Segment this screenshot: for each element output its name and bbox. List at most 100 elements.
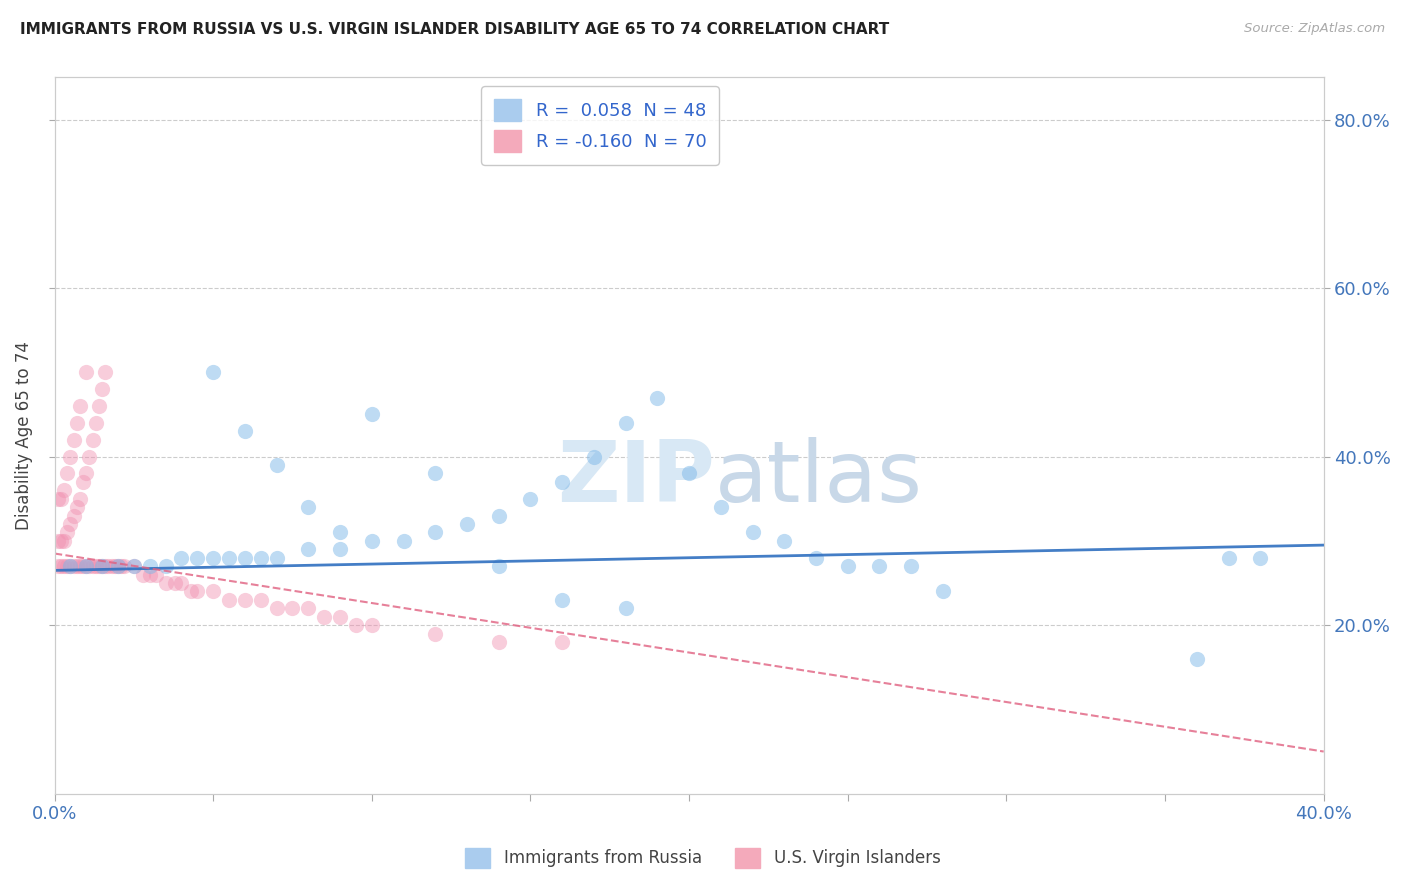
Point [87,559,110,574]
Point [266,550,288,565]
Point [138,559,160,574]
Point [233,592,256,607]
Point [804,550,827,565]
Point [314,609,336,624]
Point [46,559,69,574]
Point [344,618,367,632]
Point [360,408,382,422]
Point [329,542,352,557]
Point [1249,550,1271,565]
Point [62,559,84,574]
Point [488,559,510,574]
Point [551,592,574,607]
Point [138,567,160,582]
Point [94,365,117,379]
Point [122,559,145,574]
Point [678,467,700,481]
Point [425,525,447,540]
Point [122,559,145,574]
Point [249,550,271,565]
Point [837,559,859,574]
Point [53,559,76,574]
Point [107,559,129,574]
Point [75,559,97,574]
Point [329,609,352,624]
Point [900,559,922,574]
Point [329,525,352,540]
Point [62,433,84,447]
Point [84,559,107,574]
Point [79,450,101,464]
Point [155,576,177,591]
Point [69,491,91,506]
Point [180,584,202,599]
Point [233,425,256,439]
Point [456,516,478,531]
Point [104,559,127,574]
Point [297,542,319,557]
Point [49,533,72,548]
Text: Source: ZipAtlas.com: Source: ZipAtlas.com [1244,22,1385,36]
Point [360,533,382,548]
Point [69,399,91,413]
Point [94,559,117,574]
Point [710,500,733,515]
Point [75,365,97,379]
Point [614,601,637,615]
Point [297,601,319,615]
Point [1185,652,1208,666]
Point [202,550,225,565]
Point [741,525,763,540]
Point [218,550,240,565]
Point [91,559,114,574]
Point [488,635,510,649]
Point [91,559,114,574]
Point [932,584,955,599]
Y-axis label: Disability Age 65 to 74: Disability Age 65 to 74 [15,341,32,530]
Point [56,559,79,574]
Point [773,533,796,548]
Point [110,559,132,574]
Point [59,559,82,574]
Point [72,475,94,489]
Point [170,576,193,591]
Point [66,416,89,430]
Point [392,533,415,548]
Point [551,635,574,649]
Point [202,365,225,379]
Point [59,516,82,531]
Point [66,500,89,515]
Point [647,391,669,405]
Point [56,467,79,481]
Point [66,559,89,574]
Point [69,559,91,574]
Point [218,592,240,607]
Legend: R =  0.058  N = 48, R = -0.160  N = 70: R = 0.058 N = 48, R = -0.160 N = 70 [481,87,718,165]
Point [488,508,510,523]
Text: ZIP: ZIP [557,437,714,520]
Point [59,450,82,464]
Point [49,491,72,506]
Point [97,559,120,574]
Point [155,559,177,574]
Point [132,567,155,582]
Point [100,559,122,574]
Point [202,584,225,599]
Text: atlas: atlas [714,437,922,520]
Point [165,576,187,591]
Point [266,601,288,615]
Legend: Immigrants from Russia, U.S. Virgin Islanders: Immigrants from Russia, U.S. Virgin Isla… [458,841,948,875]
Point [249,592,271,607]
Point [1218,550,1240,565]
Point [360,618,382,632]
Point [75,467,97,481]
Point [425,626,447,640]
Point [82,559,104,574]
Point [62,508,84,523]
Point [170,550,193,565]
Point [186,584,208,599]
Point [46,533,69,548]
Point [72,559,94,574]
Point [53,483,76,498]
Point [56,525,79,540]
